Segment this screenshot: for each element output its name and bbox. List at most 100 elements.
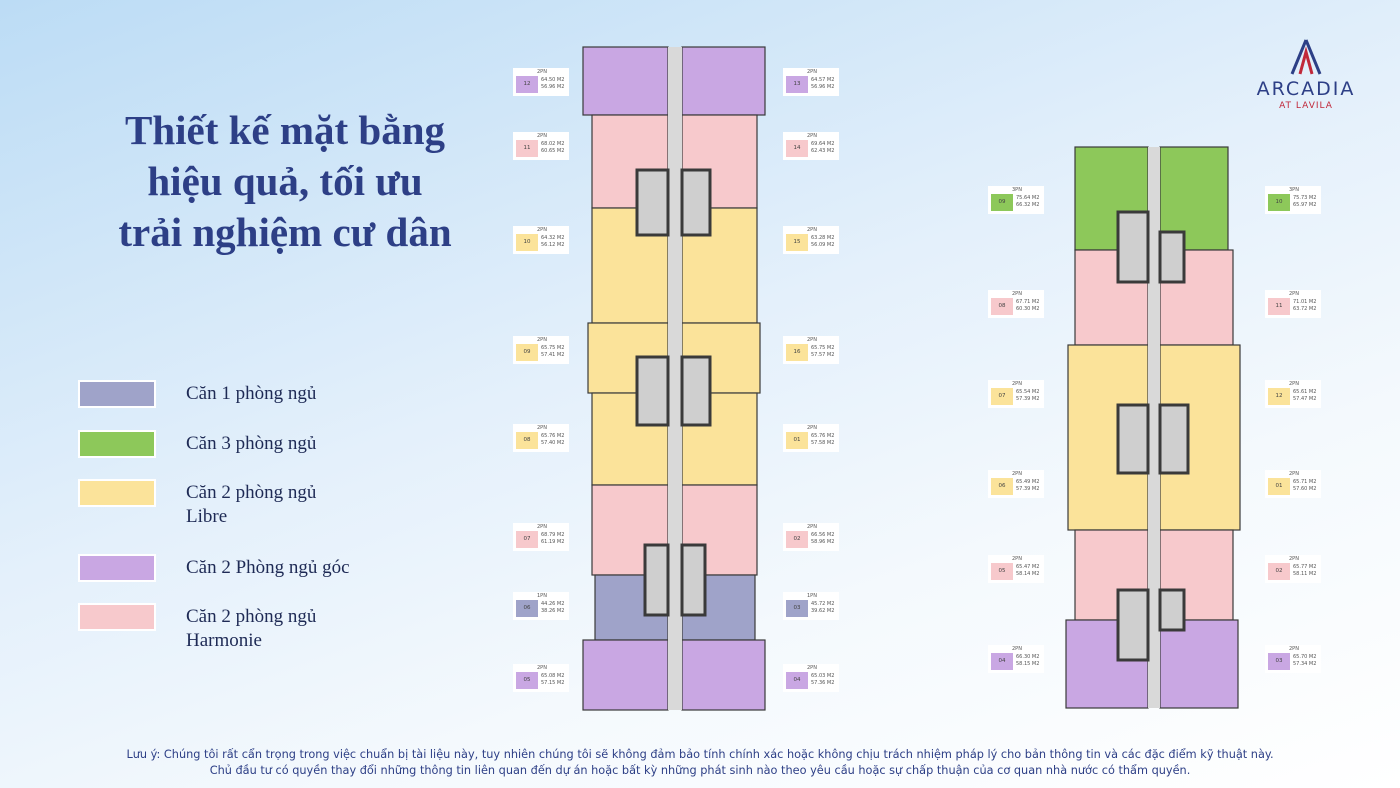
unit-label: 2PN 08 65.76 M2 57.40 M2 (513, 424, 569, 452)
unit-gross-area: 75.64 M2 (1016, 195, 1040, 201)
unit-net-area: 65.97 M2 (1293, 202, 1317, 208)
unit-code: 03 (1268, 653, 1290, 670)
unit-code: 02 (1268, 563, 1290, 580)
unit-gross-area: 65.76 M2 (541, 433, 565, 439)
unit-net-area: 57.60 M2 (1293, 486, 1317, 492)
unit-code: 11 (516, 140, 538, 157)
title-line: Thiết kế mặt bằng (124, 107, 446, 153)
unit-net-area: 66.32 M2 (1016, 202, 1040, 208)
legend-swatch (78, 603, 156, 631)
unit-label: 2PN 14 69.64 M2 62.43 M2 (783, 132, 839, 160)
unit-code: 08 (991, 298, 1013, 315)
unit-gross-area: 65.77 M2 (1293, 564, 1317, 570)
unit-code: 05 (991, 563, 1013, 580)
logo-subtitle: AT LAVILA (1279, 101, 1333, 111)
unit-type: 2PN (537, 524, 547, 530)
unit-label: 2PN 13 64.57 M2 56.96 M2 (783, 68, 839, 96)
legend-swatch (78, 430, 156, 458)
unit-label: 2PN 07 68.79 M2 61.19 M2 (513, 523, 569, 551)
unit-label: 2PN 06 65.49 M2 57.39 M2 (988, 470, 1044, 498)
unit-type: 2PN (807, 524, 817, 530)
title-line: hiệu quả, tối ưu (147, 158, 423, 204)
unit-net-area: 56.96 M2 (541, 84, 565, 90)
legend-line: Libre (186, 506, 228, 527)
unit-net-area: 56.96 M2 (811, 84, 835, 90)
unit-code: 01 (1268, 478, 1290, 495)
unit-code: 13 (786, 76, 808, 93)
unit-net-area: 56.09 M2 (811, 242, 835, 248)
unit-code: 12 (516, 76, 538, 93)
unit-net-area: 58.15 M2 (1016, 661, 1040, 667)
unit-label: 2PN 08 67.71 M2 60.30 M2 (988, 290, 1044, 318)
unit-type: 2PN (1289, 381, 1299, 387)
unit-code: 02 (786, 531, 808, 548)
unit-type: 3PN (1012, 187, 1022, 193)
unit-type: 2PN (537, 425, 547, 431)
unit-net-area: 60.65 M2 (541, 148, 565, 154)
unit-code: 04 (991, 653, 1013, 670)
unit-type: 2PN (807, 133, 817, 139)
unit-code: 09 (516, 344, 538, 361)
unit-label: 1PN 06 44.26 M2 38.26 M2 (513, 592, 569, 620)
legend-line: Căn 1 phòng ngủ (186, 383, 317, 404)
unit-code: 10 (516, 234, 538, 251)
legend-line: Căn 2 phòng ngủ (186, 606, 317, 627)
unit-gross-area: 65.54 M2 (1016, 389, 1040, 395)
unit-label: 2PN 16 65.75 M2 57.57 M2 (783, 336, 839, 364)
legend-line: Căn 3 phòng ngủ (186, 433, 317, 454)
unit-gross-area: 44.26 M2 (541, 601, 565, 607)
title-line: trải nghiệm cư dân (118, 209, 452, 255)
unit-net-area: 63.72 M2 (1293, 306, 1317, 312)
logo-name: ARCADIA (1256, 78, 1356, 100)
title: Thiết kế mặt bằng hiệu quả, tối ưu trải ng… (60, 105, 510, 258)
logo-mark (1290, 39, 1322, 75)
unit-type: 2PN (1012, 381, 1022, 387)
unit-type: 2PN (1012, 556, 1022, 562)
unit-type: 2PN (1289, 291, 1299, 297)
unit-type: 2PN (1289, 556, 1299, 562)
legend-label: Căn 1 phòng ngủ (186, 382, 316, 406)
building-a (582, 46, 766, 711)
unit-type: 2PN (807, 337, 817, 343)
unit-code: 01 (786, 432, 808, 449)
unit-label: 3PN 09 75.64 M2 66.32 M2 (988, 186, 1044, 214)
unit-code: 05 (516, 672, 538, 689)
building-b (1065, 146, 1241, 709)
footnote-line: Lưu ý: Chúng tôi rất cẩn trọng trong việ… (126, 748, 1274, 761)
unit-net-area: 57.39 M2 (1016, 396, 1040, 402)
unit-gross-area: 63.28 M2 (811, 235, 835, 241)
legend-line: Căn 2 Phòng ngủ góc (186, 557, 350, 578)
legend-label: Căn 2 phòng ngủ Libre (186, 481, 316, 529)
unit-type: 2PN (1012, 291, 1022, 297)
legend-swatch (78, 479, 156, 507)
unit-gross-area: 64.50 M2 (541, 77, 565, 83)
unit-type: 2PN (537, 69, 547, 75)
footnote: Lưu ý: Chúng tôi rất cẩn trọng trong việ… (0, 747, 1400, 779)
unit-type: 2PN (537, 227, 547, 233)
unit-gross-area: 69.64 M2 (811, 141, 835, 147)
unit-gross-area: 66.56 M2 (811, 532, 835, 538)
unit-code: 03 (786, 600, 808, 617)
unit-label: 2PN 03 65.70 M2 57.34 M2 (1265, 645, 1321, 673)
unit-net-area: 57.36 M2 (811, 680, 835, 686)
unit-code: 14 (786, 140, 808, 157)
unit-net-area: 57.47 M2 (1293, 396, 1317, 402)
unit-gross-area: 64.32 M2 (541, 235, 565, 241)
unit-net-area: 62.43 M2 (811, 148, 835, 154)
unit-gross-area: 65.75 M2 (811, 345, 835, 351)
unit-label: 2PN 05 65.08 M2 57.15 M2 (513, 664, 569, 692)
unit-net-area: 56.12 M2 (541, 242, 565, 248)
unit-code: 12 (1268, 388, 1290, 405)
unit-label: 2PN 01 65.76 M2 57.58 M2 (783, 424, 839, 452)
unit-type: 2PN (807, 227, 817, 233)
unit-gross-area: 65.61 M2 (1293, 389, 1317, 395)
unit-label: 2PN 15 63.28 M2 56.09 M2 (783, 226, 839, 254)
footnote-line: Chủ đầu tư có quyền thay đổi những thông… (209, 764, 1191, 777)
unit-net-area: 58.96 M2 (811, 539, 835, 545)
unit-type: 1PN (807, 593, 817, 599)
unit-label: 1PN 03 45.72 M2 39.62 M2 (783, 592, 839, 620)
unit-type: 2PN (1012, 471, 1022, 477)
unit-code: 11 (1268, 298, 1290, 315)
unit-label: 2PN 05 65.47 M2 58.14 M2 (988, 555, 1044, 583)
